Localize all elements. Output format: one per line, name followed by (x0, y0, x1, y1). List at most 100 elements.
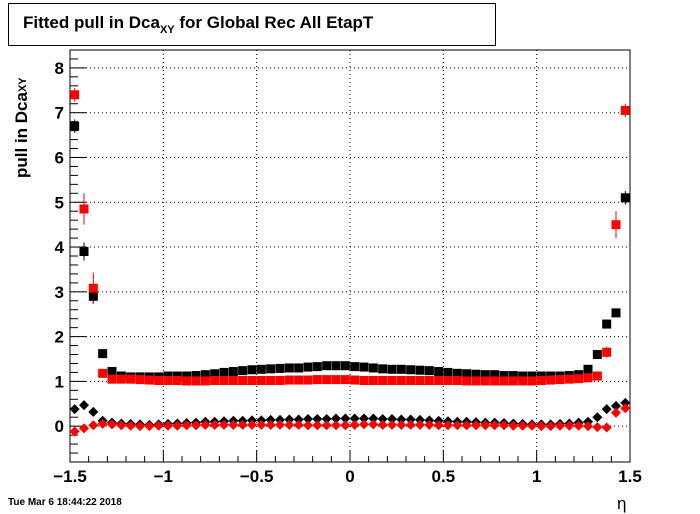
data-point-square (266, 364, 276, 374)
data-point-diamond (172, 420, 183, 431)
data-point-diamond (321, 414, 332, 425)
data-point-square (359, 375, 369, 385)
data-point-diamond (340, 420, 351, 431)
data-point-square (126, 374, 136, 384)
x-tick-label: 0 (345, 467, 354, 486)
data-point-square (583, 364, 593, 374)
data-point-diamond (200, 419, 211, 430)
data-point-square (294, 375, 304, 385)
x-axis-label: η (617, 494, 627, 513)
data-point-diamond (471, 420, 481, 431)
data-point-diamond (359, 413, 369, 424)
y-tick-label: 4 (55, 238, 65, 257)
data-point-diamond (69, 404, 80, 415)
data-point-square (79, 247, 89, 257)
data-point-square (275, 375, 285, 385)
data-point-diamond (107, 419, 117, 430)
data-point-square (368, 363, 378, 373)
y-tick-label: 5 (55, 193, 64, 212)
data-point-square (331, 361, 341, 371)
data-point-diamond (517, 420, 528, 431)
data-point-square (247, 365, 257, 375)
x-tick-label: −1.5 (53, 467, 87, 486)
data-point-square (471, 376, 481, 386)
grid-lines (70, 50, 630, 462)
data-point-square (163, 375, 173, 385)
y-tick-label: 1 (55, 372, 64, 391)
data-point-square (303, 375, 313, 385)
data-point-diamond (293, 414, 304, 425)
data-point-square (620, 193, 630, 203)
data-point-diamond (489, 420, 500, 431)
data-point-diamond (396, 419, 407, 430)
data-point-square (144, 375, 154, 385)
data-point-diamond (153, 420, 164, 431)
data-point-diamond (480, 420, 491, 431)
data-point-diamond (88, 420, 99, 431)
data-point-diamond (601, 422, 612, 433)
data-point-square (154, 375, 164, 385)
data-point-square (452, 375, 462, 385)
data-point-square (340, 361, 350, 371)
data-point-square (322, 361, 332, 371)
data-point-diamond (79, 423, 89, 434)
data-point-square (424, 366, 434, 376)
y-axis-label-main: pull in Dca (12, 92, 31, 178)
data-point-square (275, 363, 285, 373)
data-point-square (406, 365, 416, 375)
y-axis-label: pull in DcaXY (12, 77, 32, 178)
data-point-square (396, 364, 406, 374)
data-point-square (602, 347, 612, 357)
data-point-square (107, 367, 117, 377)
data-point-square (312, 362, 322, 372)
data-point-square (462, 369, 472, 379)
data-point-diamond (368, 413, 379, 424)
plot-frame (69, 49, 631, 463)
data-point-square (611, 220, 621, 230)
data-point-diamond (601, 404, 612, 415)
axis-tick-labels: −1.5 −1 −0.5 0 0.5 1 1.5 0 1 2 3 4 5 6 7 8 (53, 59, 642, 486)
data-point-diamond (611, 407, 621, 418)
data-point-diamond (452, 420, 463, 431)
data-point-square (471, 369, 481, 379)
data-point-square (238, 375, 248, 385)
x-tick-label: 1 (532, 467, 541, 486)
data-point-diamond (284, 419, 295, 430)
data-point-square (443, 367, 453, 377)
x-tick-label: −1 (154, 467, 173, 486)
data-point-diamond (377, 414, 388, 425)
data-point-square (172, 375, 182, 385)
data-point-diamond (303, 414, 313, 425)
data-point-diamond (527, 420, 537, 431)
data-point-square (490, 370, 500, 380)
data-point-square (583, 373, 593, 383)
data-point-diamond (583, 421, 593, 432)
data-point-square (620, 105, 630, 115)
data-point-square (406, 375, 416, 385)
data-point-diamond (349, 419, 360, 430)
data-point-square (98, 368, 108, 378)
y-axis-label-subscript: XY (17, 77, 29, 93)
data-point-square (350, 375, 360, 385)
x-tick-label: 0.5 (432, 467, 456, 486)
data-point-square (368, 375, 378, 385)
data-point-diamond (387, 419, 397, 430)
data-markers (69, 90, 631, 437)
data-point-square (200, 370, 210, 380)
data-point-diamond (321, 420, 332, 431)
data-point-diamond (97, 418, 108, 429)
data-point-square (284, 375, 294, 385)
data-point-square (443, 375, 453, 385)
data-point-diamond (620, 403, 631, 414)
y-tick-label: 7 (55, 104, 64, 123)
data-point-square (210, 375, 220, 385)
chart-title-main: Fitted pull in Dca (23, 13, 160, 32)
data-point-square (238, 366, 248, 376)
data-point-square (378, 375, 388, 385)
data-point-square (322, 375, 332, 385)
data-point-diamond (415, 419, 425, 430)
data-point-square (116, 374, 126, 384)
data-point-square (228, 375, 238, 385)
data-point-square (424, 375, 434, 385)
